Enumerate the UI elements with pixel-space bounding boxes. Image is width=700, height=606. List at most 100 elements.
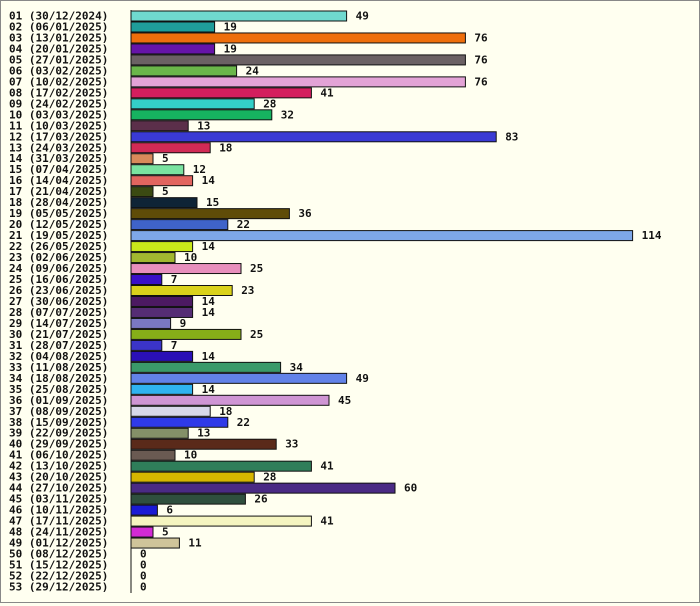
category-label: 23 (02/06/2025) [9,251,108,264]
bar [130,526,154,538]
value-label: 12 [193,163,206,176]
value-label: 14 [202,295,216,308]
value-label: 18 [219,141,232,154]
bar [130,361,282,373]
category-label: 21 (19/05/2025) [9,229,108,242]
value-label: 36 [298,207,312,220]
value-label: 0 [140,559,147,572]
bar [130,87,312,99]
value-label: 24 [246,64,260,77]
category-label: 47 (17/11/2025) [9,515,108,528]
category-label: 43 (20/10/2025) [9,471,108,484]
value-label: 32 [281,108,294,121]
category-label: 45 (03/11/2025) [9,493,108,506]
value-label: 41 [320,86,334,99]
value-label: 0 [140,580,147,593]
category-label: 24 (09/06/2025) [9,262,108,275]
category-label: 48 (24/11/2025) [9,526,108,539]
value-label: 33 [285,438,298,451]
category-label: 30 (21/07/2025) [9,328,108,341]
bar [130,350,194,362]
category-label: 41 (06/10/2025) [9,449,108,462]
category-label: 32 (04/08/2025) [9,350,108,363]
bar [130,219,229,231]
category-label: 09 (24/02/2025) [9,97,108,110]
value-label: 22 [237,218,250,231]
value-label: 15 [206,196,219,209]
category-label: 39 (22/09/2025) [9,427,108,440]
category-label: 01 (30/12/2024) [9,10,108,23]
value-label: 76 [474,75,488,88]
bar [130,120,189,132]
value-label: 14 [202,240,216,253]
category-label: 31 (28/07/2025) [9,339,108,352]
category-label: 25 (16/06/2025) [9,273,108,286]
category-label: 20 (12/05/2025) [9,218,108,231]
category-label: 18 (28/04/2025) [9,196,108,209]
category-label: 35 (25/08/2025) [9,383,108,396]
value-label: 41 [320,515,334,528]
bar [130,449,176,461]
category-label: 17 (21/04/2025) [9,185,108,198]
value-label: 14 [202,306,216,319]
value-label: 83 [505,130,518,143]
category-label: 33 (11/08/2025) [9,361,108,374]
value-label: 14 [202,383,216,396]
category-label: 36 (01/09/2025) [9,394,108,407]
value-label: 76 [474,53,488,66]
bar [130,208,290,220]
category-label: 29 (14/07/2025) [9,317,108,330]
value-label: 14 [202,174,216,187]
bar [130,427,189,439]
bar [130,164,185,176]
bar [130,328,242,340]
category-label: 49 (01/12/2025) [9,537,108,550]
bar [130,65,238,77]
category-label: 38 (15/09/2025) [9,416,108,429]
category-label: 34 (18/08/2025) [9,372,108,385]
bar [130,285,233,296]
value-label: 5 [162,152,169,165]
value-label: 10 [184,251,197,264]
bar [130,339,163,351]
category-label: 44 (27/10/2025) [9,482,108,495]
value-label: 23 [241,284,254,297]
value-label: 9 [180,317,187,330]
bar [130,54,466,66]
value-label: 19 [224,20,237,33]
bar [130,131,497,143]
category-label: 05 (27/01/2025) [9,53,108,66]
bar [130,460,312,472]
value-label: 14 [202,350,216,363]
value-label: 19 [224,42,237,55]
category-label: 52 (22/12/2025) [9,569,108,582]
value-label: 7 [171,273,178,286]
value-label: 11 [188,537,202,550]
value-label: 25 [250,262,263,275]
category-label: 53 (29/12/2025) [9,580,108,593]
bar [130,43,216,55]
bar [130,98,255,110]
category-label: 02 (06/01/2025) [9,20,108,33]
category-label: 11 (10/03/2025) [9,119,108,132]
category-label: 06 (03/02/2025) [9,64,108,77]
bar [130,438,277,450]
category-label: 03 (13/01/2025) [9,31,108,44]
value-label: 25 [250,328,263,341]
category-label: 07 (10/02/2025) [9,75,108,88]
category-label: 27 (30/06/2025) [9,295,108,308]
category-label: 14 (31/03/2025) [9,152,108,165]
value-label: 0 [140,569,147,582]
category-label: 13 (24/03/2025) [9,141,108,154]
category-label: 10 (03/03/2025) [9,108,108,121]
category-label: 15 (07/04/2025) [9,163,108,176]
category-label: 50 (08/12/2025) [9,548,108,561]
value-label: 7 [171,339,178,352]
category-label: 37 (08/09/2025) [9,405,108,418]
category-label: 40 (29/09/2025) [9,438,108,451]
bar [130,537,180,549]
value-label: 5 [162,185,169,198]
bar [130,471,255,483]
value-label: 41 [320,460,334,473]
bar [130,295,194,307]
